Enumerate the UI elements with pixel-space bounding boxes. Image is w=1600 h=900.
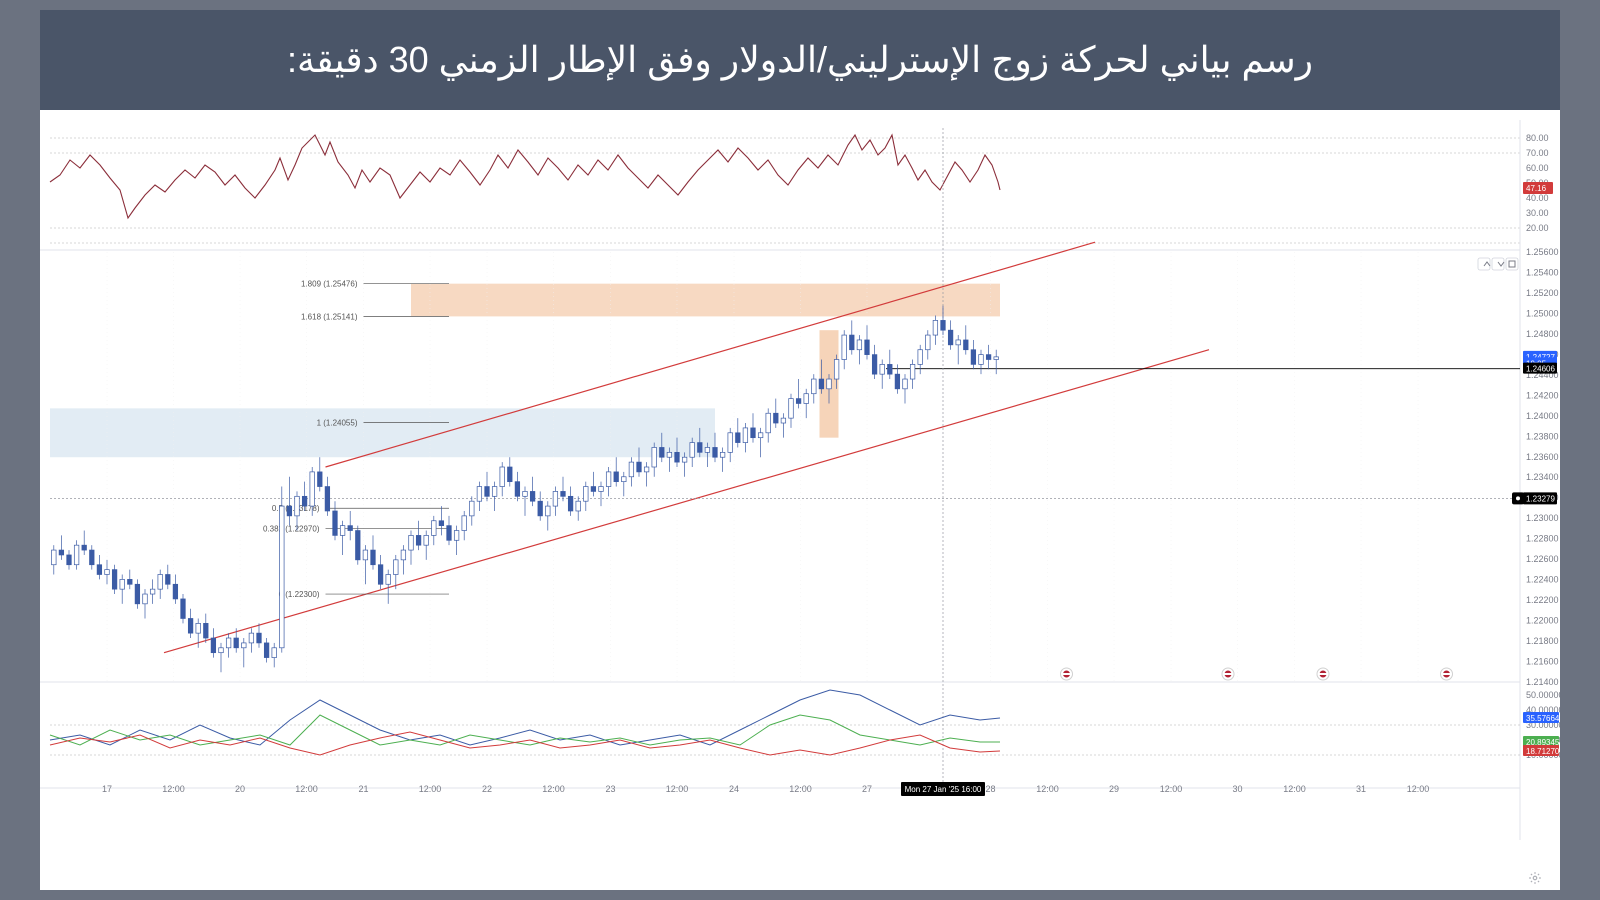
svg-text:1.23800: 1.23800 bbox=[1526, 431, 1559, 441]
svg-text:23: 23 bbox=[605, 784, 615, 794]
svg-text:1.618 (1.25141): 1.618 (1.25141) bbox=[301, 312, 358, 321]
title-bar: رسم بياني لحركة زوج الإسترليني/الدولار و… bbox=[40, 10, 1560, 110]
svg-text:1.25600: 1.25600 bbox=[1526, 247, 1559, 257]
svg-text:21: 21 bbox=[358, 784, 368, 794]
svg-text:1.24800: 1.24800 bbox=[1526, 329, 1559, 339]
svg-text:12:00: 12:00 bbox=[542, 784, 565, 794]
svg-text:1.23000: 1.23000 bbox=[1526, 513, 1559, 523]
svg-text:30.00: 30.00 bbox=[1526, 208, 1549, 218]
svg-text:12:00: 12:00 bbox=[1160, 784, 1183, 794]
svg-text:47.16: 47.16 bbox=[1526, 184, 1547, 193]
svg-text:1.809 (1.25476): 1.809 (1.25476) bbox=[301, 280, 358, 289]
svg-text:1.25200: 1.25200 bbox=[1526, 288, 1559, 298]
chart-area[interactable]: 80.0070.0060.0050.0040.0030.0020.0047.16… bbox=[40, 120, 1560, 840]
svg-text:1.22400: 1.22400 bbox=[1526, 575, 1559, 585]
svg-text:18.71270: 18.71270 bbox=[1526, 747, 1560, 756]
chart-svg[interactable]: 80.0070.0060.0050.0040.0030.0020.0047.16… bbox=[40, 120, 1560, 840]
svg-text:70.00: 70.00 bbox=[1526, 148, 1549, 158]
svg-text:1.22000: 1.22000 bbox=[1526, 616, 1559, 626]
svg-text:1.21400: 1.21400 bbox=[1526, 677, 1559, 687]
svg-text:12:00: 12:00 bbox=[1407, 784, 1430, 794]
svg-text:22: 22 bbox=[482, 784, 492, 794]
svg-text:1.25400: 1.25400 bbox=[1526, 267, 1559, 277]
svg-text:1.22200: 1.22200 bbox=[1526, 595, 1559, 605]
svg-text:0 (1.22300): 0 (1.22300) bbox=[279, 590, 320, 599]
rsi-line bbox=[50, 135, 1000, 218]
svg-text:20: 20 bbox=[235, 784, 245, 794]
adx-line bbox=[50, 690, 1000, 745]
svg-text:29: 29 bbox=[1109, 784, 1119, 794]
svg-text:28: 28 bbox=[985, 784, 995, 794]
svg-text:12:00: 12:00 bbox=[1036, 784, 1059, 794]
svg-text:80.00: 80.00 bbox=[1526, 133, 1549, 143]
svg-text:12:00: 12:00 bbox=[162, 784, 185, 794]
svg-text:1.23279: 1.23279 bbox=[1526, 494, 1555, 503]
svg-text:1.25000: 1.25000 bbox=[1526, 308, 1559, 318]
svg-text:1.22600: 1.22600 bbox=[1526, 554, 1559, 564]
svg-text:12:00: 12:00 bbox=[419, 784, 442, 794]
svg-text:12:00: 12:00 bbox=[295, 784, 318, 794]
svg-text:27: 27 bbox=[862, 784, 872, 794]
svg-text:17: 17 bbox=[102, 784, 112, 794]
svg-text:1.24200: 1.24200 bbox=[1526, 390, 1559, 400]
channel-lower[interactable] bbox=[164, 350, 1209, 653]
svg-text:1.21800: 1.21800 bbox=[1526, 636, 1559, 646]
svg-text:0.382 (1.22970): 0.382 (1.22970) bbox=[263, 525, 320, 534]
svg-text:40.00: 40.00 bbox=[1526, 193, 1549, 203]
svg-text:12:00: 12:00 bbox=[789, 784, 812, 794]
svg-text:31: 31 bbox=[1356, 784, 1366, 794]
svg-text:60.00: 60.00 bbox=[1526, 163, 1549, 173]
panel-control-button[interactable] bbox=[1506, 258, 1518, 270]
title-text: رسم بياني لحركة زوج الإسترليني/الدولار و… bbox=[287, 39, 1313, 81]
supply-zone bbox=[411, 284, 1000, 317]
svg-text:30: 30 bbox=[1232, 784, 1242, 794]
svg-text:1.22800: 1.22800 bbox=[1526, 534, 1559, 544]
svg-text:1.23400: 1.23400 bbox=[1526, 472, 1559, 482]
svg-text:1.24606: 1.24606 bbox=[1526, 365, 1555, 374]
svg-text:12:00: 12:00 bbox=[1283, 784, 1306, 794]
svg-text:Mon 27 Jan '25 16:00: Mon 27 Jan '25 16:00 bbox=[905, 785, 982, 794]
svg-text:50.00000: 50.00000 bbox=[1526, 690, 1560, 700]
svg-text:12:00: 12:00 bbox=[666, 784, 689, 794]
svg-text:1 (1.24055): 1 (1.24055) bbox=[317, 419, 358, 428]
svg-text:1.21600: 1.21600 bbox=[1526, 657, 1559, 667]
svg-text:35.57664: 35.57664 bbox=[1526, 714, 1560, 723]
svg-text:1.23600: 1.23600 bbox=[1526, 452, 1559, 462]
svg-text:24: 24 bbox=[729, 784, 739, 794]
settings-icon[interactable] bbox=[1528, 871, 1542, 885]
di-minus-line bbox=[50, 732, 1000, 755]
svg-text:20.00: 20.00 bbox=[1526, 223, 1549, 233]
svg-text:1.24000: 1.24000 bbox=[1526, 411, 1559, 421]
